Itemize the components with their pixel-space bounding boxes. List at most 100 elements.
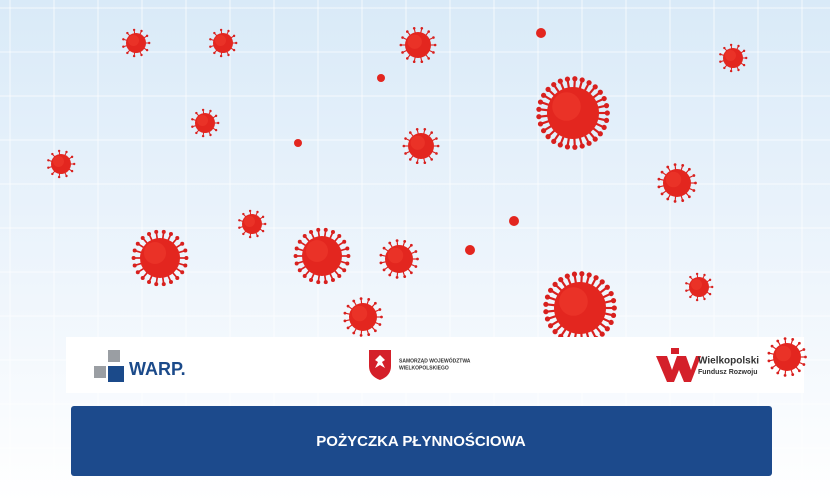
- virus-spike-tip: [416, 258, 419, 261]
- virus-spike-tip: [593, 137, 598, 142]
- virus-spike-tip: [133, 249, 137, 253]
- virus-spike-tip: [209, 110, 211, 112]
- virus-spike-tip: [689, 276, 691, 278]
- virus-highlight: [691, 279, 702, 290]
- virus-spike-tip: [367, 298, 370, 301]
- virus-spike-tip: [215, 129, 217, 131]
- virus-spike-tip: [147, 280, 151, 284]
- virus-spike-tip: [331, 278, 335, 282]
- virus-highlight: [352, 306, 367, 321]
- virus-spike-tip: [685, 282, 687, 284]
- virus-spike-tip: [400, 44, 403, 47]
- virus-spike-tip: [71, 156, 73, 158]
- virus-spike-tip: [586, 141, 591, 146]
- virus-spike-tip: [309, 230, 313, 234]
- virus-spike-tip: [316, 280, 320, 284]
- virus-spike-tip: [743, 64, 745, 66]
- virus: [294, 139, 302, 147]
- virus-spike-tip: [227, 30, 229, 32]
- virus-spike-tip: [572, 145, 577, 150]
- virus-spike-tip: [737, 45, 739, 47]
- virus-spike-tip: [674, 163, 677, 166]
- virus-spike-tip: [136, 242, 140, 246]
- virus-spike-tip: [175, 236, 179, 240]
- virus-highlight: [306, 240, 328, 262]
- virus-spike-tip: [737, 69, 739, 71]
- virus-spike-tip: [538, 99, 543, 104]
- virus-highlight: [559, 287, 588, 316]
- virus-spike-tip: [593, 275, 598, 280]
- virus-spike-tip: [580, 77, 585, 82]
- virus-spike-tip: [689, 296, 691, 298]
- virus-spike-tip: [658, 185, 661, 188]
- virus-spike-tip: [723, 47, 725, 49]
- virus-highlight: [215, 35, 226, 46]
- virus: [509, 216, 519, 226]
- virus-spike-tip: [572, 272, 577, 277]
- virus-spike-tip: [666, 198, 669, 201]
- virus-spike-tip: [587, 272, 592, 277]
- virus-spike-tip: [154, 282, 158, 286]
- virus-spike-tip: [661, 192, 664, 195]
- samorzad-line: SAMORZĄD WOJEWÓDZTWA: [399, 356, 471, 364]
- virus-spike-tip: [709, 279, 711, 281]
- virus-spike-tip: [798, 342, 801, 345]
- virus-highlight: [53, 156, 64, 167]
- virus-spike-tip: [146, 35, 148, 37]
- virus-spike-tip: [692, 189, 695, 192]
- virus-spike-tip: [688, 195, 691, 198]
- virus-spike-tip: [430, 158, 433, 161]
- virus-spike-tip: [600, 279, 605, 284]
- virus-spike-tip: [409, 131, 412, 134]
- virus-spike-tip: [768, 352, 771, 355]
- virus-spike-tip: [605, 285, 610, 290]
- virus-spike-tip: [347, 305, 350, 308]
- virus-spike-tip: [256, 211, 258, 213]
- virus-body: [536, 28, 546, 38]
- virus-spike-tip: [414, 265, 417, 268]
- virus-spike-tip: [140, 30, 142, 32]
- virus-spike-tip: [295, 247, 299, 251]
- virus-spike-tip: [71, 170, 73, 172]
- virus-highlight: [144, 242, 166, 264]
- virus-spike-tip: [309, 278, 313, 282]
- virus-spike-tip: [217, 122, 219, 124]
- virus-spike-tip: [545, 134, 550, 139]
- virus-spike-tip: [410, 244, 413, 247]
- virus-spike-tip: [295, 261, 299, 265]
- virus-spike-tip: [745, 57, 747, 59]
- virus-spike-tip: [604, 118, 609, 123]
- virus-spike-tip: [421, 60, 424, 63]
- virus-spike-tip: [65, 175, 67, 177]
- virus-spike-tip: [184, 256, 188, 260]
- virus-spike-tip: [579, 271, 584, 276]
- virus-spike-tip: [593, 84, 598, 89]
- virus-spike-tip: [213, 32, 215, 34]
- virus-spike-tip: [242, 233, 244, 235]
- virus-spike-tip: [558, 277, 563, 282]
- virus-spike-tip: [432, 51, 435, 54]
- virus-spike-tip: [264, 223, 266, 225]
- virus-spike-tip: [681, 164, 684, 167]
- virus-spike-tip: [401, 51, 404, 54]
- virus-spike-tip: [345, 261, 349, 265]
- virus-spike-tip: [598, 131, 603, 136]
- virus-spike-tip: [162, 282, 166, 286]
- virus-spike-tip: [51, 173, 53, 175]
- virus-spike-tip: [380, 254, 383, 257]
- virus-spike-tip: [154, 230, 158, 234]
- samorzad-line: WIELKOPOLSKIEGO: [399, 365, 449, 371]
- virus-spike-tip: [303, 234, 307, 238]
- virus-spike-tip: [378, 308, 381, 311]
- virus-spike-tip: [396, 276, 399, 279]
- virus-spike-tip: [771, 345, 774, 348]
- virus-highlight: [411, 136, 425, 150]
- virus-spike-tip: [337, 274, 341, 278]
- virus-spike-tip: [344, 319, 347, 322]
- virus-highlight: [776, 346, 791, 361]
- virus-spike-tip: [602, 125, 607, 130]
- virus-spike-tip: [294, 254, 298, 258]
- virus-spike-tip: [227, 54, 229, 56]
- virus-spike-tip: [58, 176, 60, 178]
- virus-spike-tip: [298, 240, 302, 244]
